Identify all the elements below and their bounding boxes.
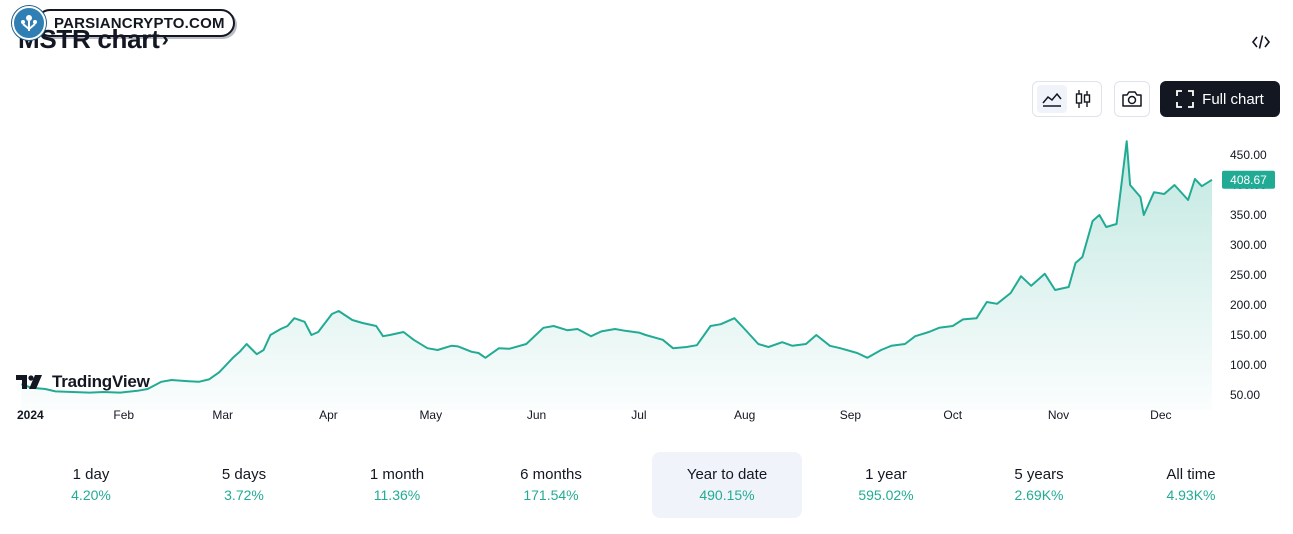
full-chart-label: Full chart (1202, 90, 1264, 108)
x-tick-label: Mar (212, 408, 233, 422)
period-tab[interactable]: Year to date 490.15% (652, 452, 802, 518)
period-label: 1 year (865, 466, 907, 483)
x-tick-label: Aug (734, 408, 755, 422)
period-tab[interactable]: All time 4.93K% (1116, 452, 1266, 518)
period-tab[interactable]: 5 days 3.72% (169, 452, 319, 518)
period-change-value: 11.36% (373, 487, 421, 503)
period-change-value: 595.02% (858, 487, 914, 503)
x-tick-label: Dec (1150, 408, 1171, 422)
tradingview-watermark[interactable]: TradingView (16, 372, 150, 392)
period-change-value: 2.69K% (1014, 487, 1064, 503)
period-label: All time (1166, 466, 1216, 483)
candles-icon (1075, 90, 1090, 108)
period-change-value: 4.93K% (1166, 487, 1216, 503)
period-tab[interactable]: 5 years 2.69K% (964, 452, 1114, 518)
y-tick-label: 150.00 (1230, 328, 1267, 342)
y-tick-label: 50.00 (1230, 388, 1260, 402)
price-line (21, 140, 1213, 394)
y-tick-label: 350.00 (1230, 208, 1267, 222)
x-tick-label: Nov (1048, 408, 1069, 422)
period-label: 5 years (1014, 466, 1064, 483)
y-tick-label: 200.00 (1230, 298, 1267, 312)
candles-chart-button[interactable] (1068, 85, 1098, 113)
snapshot-button[interactable] (1114, 81, 1150, 117)
period-selector: 1 day 4.20% 5 days 3.72% 1 month 11.36% 6 mont… (16, 452, 1276, 518)
site-badge: PARSIANCRYPTO.COM (12, 6, 235, 40)
chart-title-link[interactable]: MSTR chart › (14, 22, 169, 56)
period-change-value: 490.15% (699, 487, 755, 503)
period-change-value: 171.54% (523, 487, 579, 503)
period-label: 5 days (221, 466, 267, 483)
badge-logo-icon (12, 6, 46, 40)
last-price-tag (1222, 170, 1275, 189)
badge-pill: PARSIANCRYPTO.COM (36, 9, 235, 37)
chevron-right-icon: › (161, 26, 169, 51)
y-tick-label: 450.00 (1230, 148, 1267, 162)
price-chart[interactable]: 50.00 100.00 150.00 200.00 250.00 300.00 350.0… (0, 120, 1293, 430)
y-tick-label: 100.00 (1230, 358, 1267, 372)
fullscreen-icon (1176, 90, 1195, 108)
x-tick-label: Apr (319, 408, 338, 422)
x-tick-label: 2024 (17, 408, 44, 422)
period-tab[interactable]: 1 month 11.36% (322, 452, 472, 518)
period-label: 1 day (72, 466, 110, 483)
badge-text: PARSIANCRYPTO.COM (54, 14, 225, 32)
period-label: Year to date (686, 466, 768, 483)
x-tick-label: Jul (631, 408, 646, 422)
x-tick-label: Sep (840, 408, 862, 422)
period-tab[interactable]: 1 year 595.02% (811, 452, 961, 518)
period-change-value: 3.72% (224, 487, 264, 503)
period-change-value: 4.20% (71, 487, 111, 503)
period-tab[interactable]: 6 months 171.54% (476, 452, 626, 518)
embed-code-icon[interactable] (1249, 30, 1273, 54)
area-chart-icon (1041, 92, 1062, 107)
y-tick-label: 250.00 (1230, 268, 1267, 282)
y-tick-label: 300.00 (1230, 238, 1267, 252)
x-tick-label: May (419, 408, 442, 422)
camera-icon (1122, 91, 1142, 107)
chart-style-toggle (1032, 81, 1102, 117)
x-tick-label: Jun (527, 408, 546, 422)
full-chart-button[interactable]: Full chart (1160, 81, 1280, 117)
period-tab[interactable]: 1 day 4.20% (16, 452, 166, 518)
x-tick-label: Feb (113, 408, 134, 422)
tradingview-text: TradingView (52, 372, 150, 391)
area-chart-button[interactable] (1036, 85, 1067, 113)
price-area-fill (21, 141, 1212, 410)
x-tick-label: Oct (943, 408, 962, 422)
period-label: 1 month (369, 466, 425, 483)
tradingview-logo-icon (16, 375, 42, 389)
last-price-label: 408.67 (1230, 173, 1267, 187)
period-label: 6 months (520, 466, 582, 483)
